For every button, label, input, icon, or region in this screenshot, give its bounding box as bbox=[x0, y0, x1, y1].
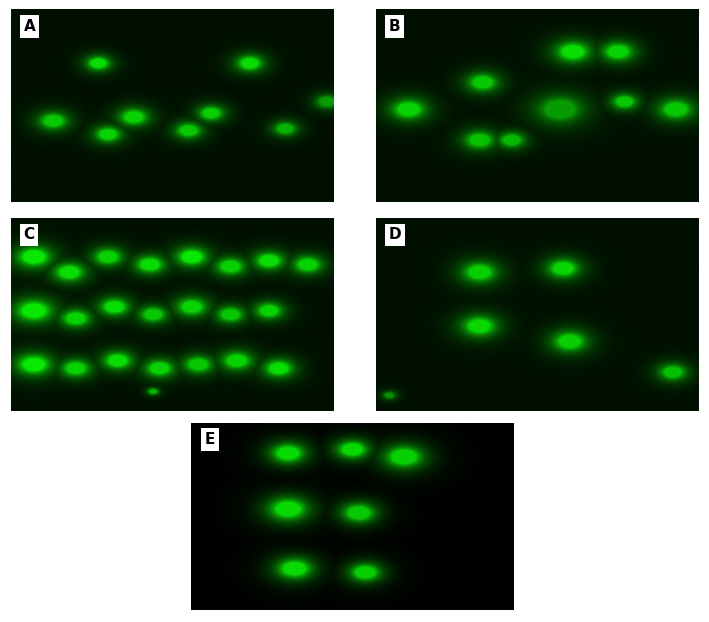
Text: A: A bbox=[23, 19, 35, 34]
Text: E: E bbox=[204, 432, 215, 447]
Text: D: D bbox=[389, 228, 401, 243]
Text: B: B bbox=[389, 19, 401, 34]
Text: C: C bbox=[23, 228, 35, 243]
